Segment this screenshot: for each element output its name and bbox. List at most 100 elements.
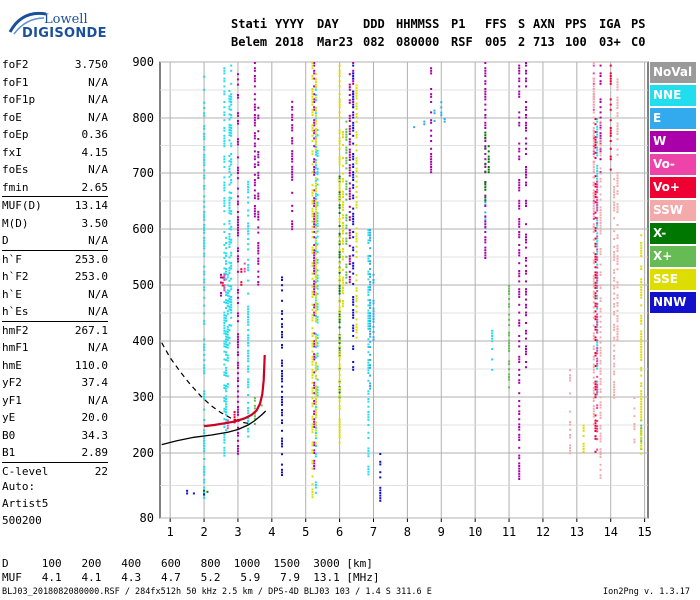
echo-point-nne — [225, 353, 228, 356]
echo-point-sse — [640, 265, 643, 268]
echo-point-sse — [314, 270, 317, 273]
echo-point-nnw — [379, 453, 382, 455]
echo-point-nne — [247, 248, 250, 251]
echo-point-vo — [594, 388, 597, 391]
echo-point-nne — [203, 224, 206, 226]
echo-point-w — [236, 270, 239, 273]
echo-point-nne — [203, 125, 206, 128]
echo-point-w — [484, 254, 487, 257]
echo-point-sse — [338, 280, 341, 283]
echo-point-w — [518, 322, 521, 324]
echo-point-nnw — [352, 327, 355, 330]
echo-point-nne — [223, 137, 226, 140]
echo-point-sse — [355, 167, 358, 170]
echo-point-ssw — [616, 177, 619, 180]
echo-point-sse — [640, 247, 643, 250]
echo-point-e — [372, 299, 375, 302]
echo-point-nne — [226, 284, 229, 287]
echo-point-w — [253, 166, 256, 168]
echo-point-nne — [203, 447, 206, 450]
echo-point-sse — [338, 340, 341, 343]
echo-point-w — [313, 353, 316, 356]
echo-point-w — [291, 165, 294, 168]
echo-point-sse — [342, 279, 344, 282]
echo-point-w — [518, 472, 521, 475]
echo-point-ssw — [592, 306, 595, 309]
echo-point-nne — [223, 129, 226, 132]
echo-point-nne — [247, 383, 250, 386]
echo-point-sse — [342, 284, 344, 287]
echo-point-w — [348, 94, 351, 96]
echo-point-sse — [582, 427, 585, 430]
echo-point-sse — [314, 278, 317, 281]
param-label: fxI — [2, 145, 22, 159]
echo-point-sse — [311, 231, 314, 233]
echo-point-w — [236, 143, 239, 146]
echo-point-e — [369, 275, 372, 278]
echo-point-vo — [594, 396, 597, 399]
echo-point-w — [313, 413, 316, 415]
echo-point-sse — [338, 75, 341, 77]
echo-point-ssw — [616, 255, 619, 258]
echo-point-nne — [203, 439, 206, 442]
echo-point-ssw — [599, 437, 602, 440]
echo-point-vo — [594, 151, 597, 154]
echo-point-nnw — [352, 194, 355, 197]
echo-point-ssw — [569, 379, 572, 382]
echo-point-nne — [225, 291, 228, 294]
echo-point-sse — [355, 310, 358, 313]
echo-point-x — [338, 243, 341, 246]
echo-point-nne — [596, 365, 599, 367]
echo-point-w — [313, 423, 316, 426]
echo-point-ssw — [592, 413, 595, 415]
echo-point-sse — [338, 116, 341, 119]
echo-point-sse — [355, 94, 358, 97]
echo-point-w — [518, 358, 521, 361]
echo-point-x — [487, 171, 490, 174]
echo-point-nne — [316, 155, 319, 157]
echo-point-nne — [247, 344, 250, 347]
echo-point-w — [348, 182, 351, 185]
echo-point-sse — [311, 363, 314, 366]
parameter-panel: foF2 3.750 foF1 N/A foF1p N/A foE N/A foEp 0.36 fx… — [2, 56, 108, 480]
logo-brand-bottom: DIGISONDE — [22, 26, 107, 41]
echo-point-nne — [367, 234, 370, 237]
echo-point-w — [253, 142, 256, 145]
echo-point-w — [518, 179, 521, 181]
header-row2-cell-1: 2018 — [275, 35, 304, 49]
echo-point-ssw — [613, 238, 616, 240]
echo-point-nne — [314, 198, 317, 200]
echo-point-w — [253, 62, 256, 64]
echo-point-ssw — [592, 90, 595, 93]
echo-point-w — [518, 410, 521, 413]
echo-point-vo — [592, 82, 595, 85]
echo-point-nne — [367, 431, 370, 434]
echo-point-w — [236, 112, 239, 115]
echo-point-vo — [243, 270, 246, 273]
echo-point-sse — [640, 447, 643, 450]
echo-point-sse — [640, 288, 643, 291]
echo-point-nne — [247, 422, 250, 425]
echo-point-nne — [203, 107, 206, 109]
echo-point-nne — [596, 167, 599, 170]
echo-point-e — [369, 236, 372, 239]
echo-point-w — [518, 288, 521, 291]
echo-point-ssw — [592, 62, 595, 64]
echo-point-nne — [223, 244, 226, 246]
param-row: foEs N/A — [2, 161, 108, 179]
echo-point-ssw — [592, 348, 595, 350]
echo-point-vo — [594, 318, 597, 321]
echo-point-nne — [228, 266, 231, 269]
echo-point-w — [236, 224, 239, 226]
echo-point-x — [345, 188, 348, 191]
logo-brand-top: Lowell — [44, 12, 88, 27]
echo-point-w — [253, 145, 256, 148]
echo-point-nne — [596, 227, 599, 230]
echo-point-e — [484, 219, 487, 222]
echo-point-w — [430, 160, 433, 163]
legend-item: NoVal — [650, 62, 696, 83]
echo-point-nne — [230, 95, 233, 98]
echo-point-ssw — [599, 450, 602, 453]
echo-point-sse — [314, 190, 317, 193]
echo-point-w — [236, 413, 239, 416]
